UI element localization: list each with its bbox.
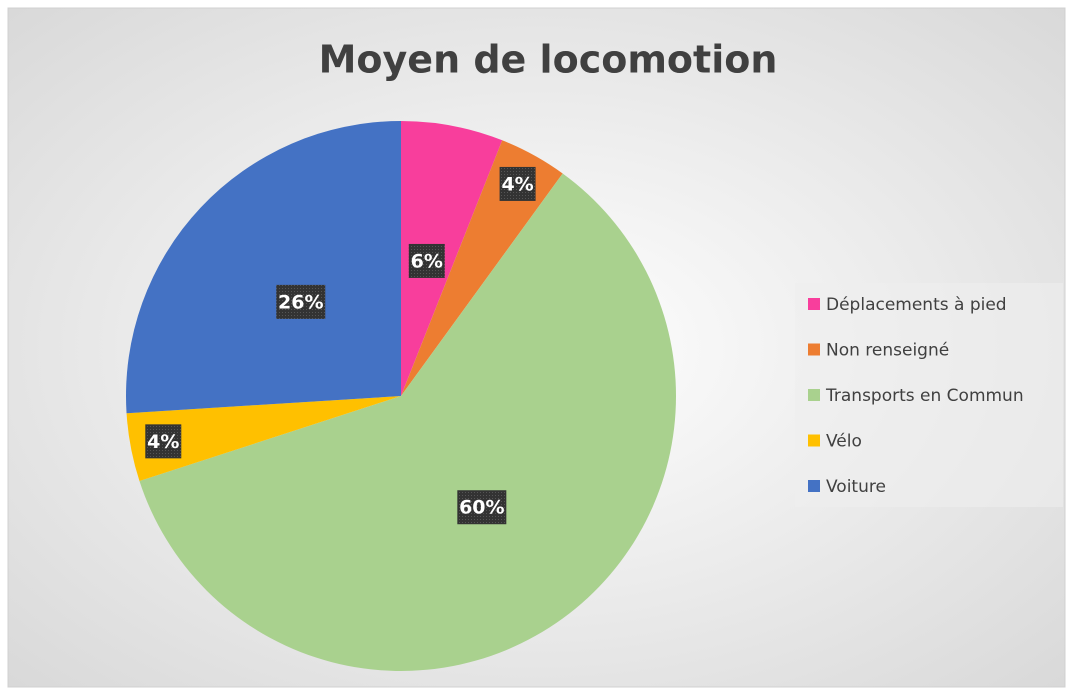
pie-slice xyxy=(139,173,676,671)
legend-label: Voiture xyxy=(826,477,886,497)
data-label: 6% xyxy=(411,250,443,272)
legend-label: Non renseigné xyxy=(826,341,949,361)
legend-swatch xyxy=(808,343,820,356)
legend-label: Déplacements à pied xyxy=(826,295,1007,315)
legend-label: Vélo xyxy=(826,432,862,452)
chart-title: Moyen de locomotion xyxy=(319,38,778,82)
legend-swatch xyxy=(808,298,820,310)
legend-box xyxy=(795,283,1063,507)
data-label: 4% xyxy=(147,431,179,453)
data-label: 60% xyxy=(459,497,504,519)
pie-slice xyxy=(126,396,401,481)
data-label-box xyxy=(499,166,536,201)
pie-slice xyxy=(401,121,503,396)
data-label: 4% xyxy=(501,173,533,195)
data-label-box xyxy=(276,284,326,319)
data-label: 26% xyxy=(278,291,323,313)
legend-label: Transports en Commun xyxy=(825,386,1024,406)
pie-slice xyxy=(126,121,401,414)
legend-swatch xyxy=(808,434,820,447)
data-label-box xyxy=(457,490,507,525)
data-label-box xyxy=(145,424,182,459)
legend-swatch xyxy=(808,389,820,401)
data-label-box xyxy=(408,243,445,278)
pie-slice xyxy=(401,140,563,396)
legend-swatch xyxy=(808,480,820,492)
